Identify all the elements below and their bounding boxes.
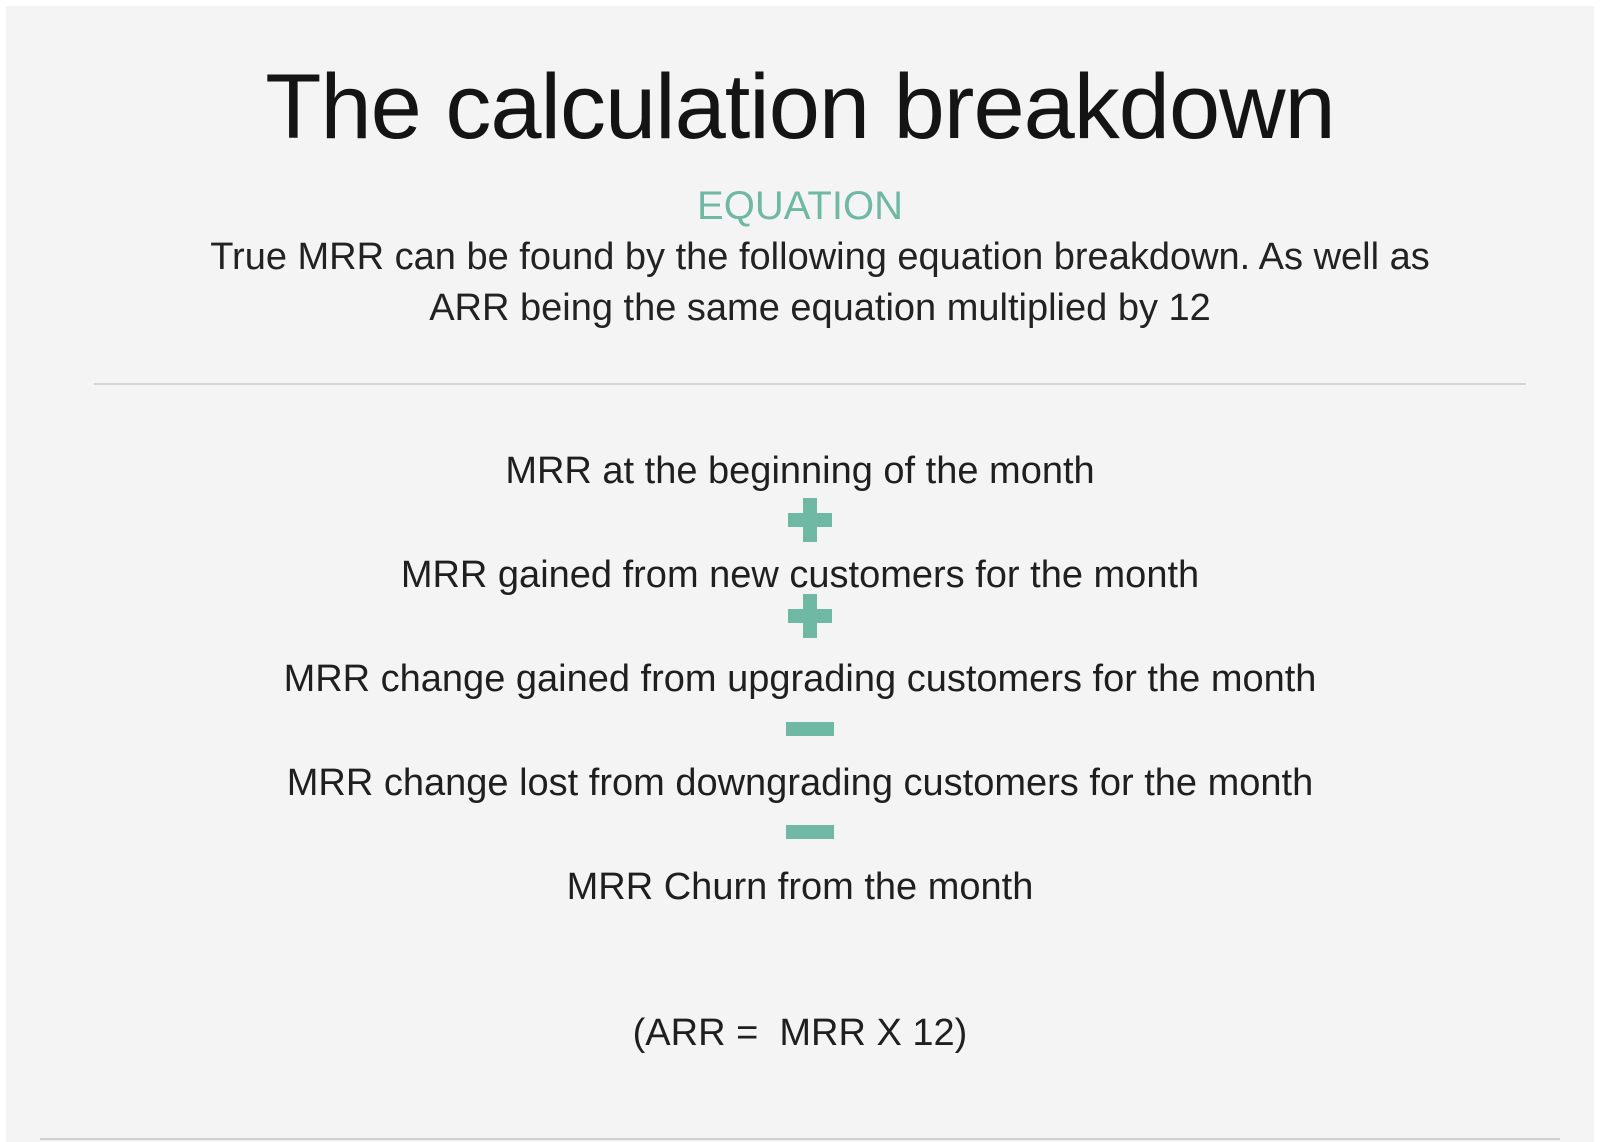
- plus-icon: [786, 496, 834, 544]
- equation-term-beginning-mrr: MRR at the beginning of the month: [505, 450, 1095, 492]
- section-label: EQUATION: [697, 184, 903, 228]
- divider: [40, 1138, 1560, 1140]
- arr-formula: (ARR = MRR X 12): [632, 1012, 968, 1054]
- divider: [94, 383, 1526, 385]
- equation-term-churn: MRR Churn from the month: [566, 866, 1034, 908]
- equation-term-downgrades: MRR change lost from downgrading custome…: [286, 762, 1314, 804]
- content-card: [6, 6, 1594, 1142]
- equation-term-upgrades: MRR change gained from upgrading custome…: [283, 658, 1317, 700]
- intro-text: True MRR can be found by the following e…: [210, 236, 1430, 329]
- page-title: The calculation breakdown: [265, 56, 1335, 158]
- minus-icon: [786, 810, 834, 858]
- minus-icon: [786, 706, 834, 754]
- equation-term-new-customers: MRR gained from new customers for the mo…: [400, 554, 1200, 596]
- plus-icon: [786, 592, 834, 640]
